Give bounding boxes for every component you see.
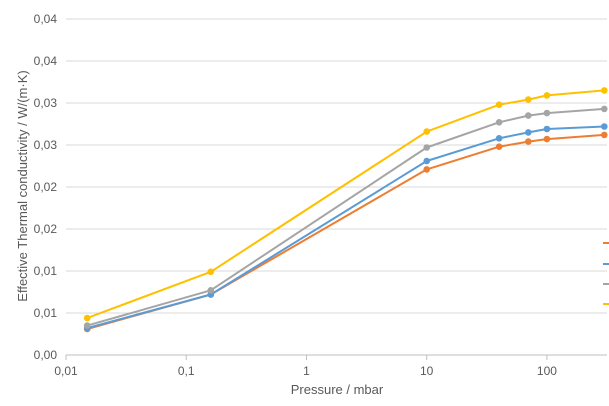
- data-point: [83, 314, 91, 322]
- x-tick-label: 0,1: [178, 364, 195, 378]
- data-point: [543, 109, 551, 117]
- data-point: [495, 135, 503, 142]
- data-point: [525, 96, 532, 103]
- y-tick-label: 0,02: [34, 180, 58, 194]
- data-point: [423, 128, 431, 135]
- data-point: [543, 135, 551, 143]
- gridlines: [66, 18, 607, 314]
- data-point: [601, 131, 608, 139]
- data-series: [83, 87, 608, 333]
- data-point: [495, 101, 503, 108]
- data-point: [207, 268, 215, 276]
- y-tick-label: 0,04: [34, 12, 58, 26]
- data-point: [423, 144, 431, 151]
- series-2: [83, 123, 608, 332]
- data-point: [495, 119, 503, 126]
- series-4: [83, 87, 608, 322]
- data-point: [543, 125, 551, 133]
- x-tick-label: 1: [303, 364, 310, 378]
- y-tick-label: 0,01: [34, 264, 58, 278]
- y-tick-label: 0,03: [34, 138, 58, 152]
- data-point: [601, 105, 608, 113]
- x-axis-ticks: 0,01 0,1 1 10 100: [54, 364, 557, 378]
- series-line: [86, 125, 605, 330]
- data-point: [423, 157, 431, 165]
- y-tick-label: 0,02: [34, 222, 58, 236]
- legend: [603, 242, 609, 305]
- y-axis-label: Effective Thermal conductivity / W/(m·K): [15, 70, 30, 301]
- y-tick-label: 0,00: [34, 348, 58, 362]
- x-axis: [65, 354, 607, 360]
- y-axis-ticks: 0,00 0,01 0,01 0,02 0,02 0,03 0,03 0,04 0,04: [34, 12, 58, 362]
- y-tick-label: 0,04: [34, 54, 58, 68]
- x-tick-label: 10: [420, 364, 434, 378]
- data-point: [601, 123, 608, 130]
- x-tick-label: 100: [537, 364, 557, 378]
- data-point: [83, 322, 91, 329]
- data-point: [525, 129, 532, 136]
- data-point: [495, 143, 503, 150]
- series-1: [83, 131, 608, 333]
- data-point: [525, 112, 532, 119]
- data-point: [601, 87, 608, 94]
- y-tick-label: 0,03: [34, 96, 58, 110]
- x-axis-label: Pressure / mbar: [291, 382, 384, 397]
- data-point: [543, 92, 551, 99]
- y-tick-label: 0,01: [34, 306, 58, 320]
- data-point: [423, 166, 431, 173]
- data-point: [525, 138, 532, 145]
- series-3: [83, 105, 608, 329]
- series-line: [86, 89, 605, 319]
- x-tick-label: 0,01: [54, 364, 78, 378]
- data-point: [207, 287, 215, 294]
- series-line: [86, 133, 605, 330]
